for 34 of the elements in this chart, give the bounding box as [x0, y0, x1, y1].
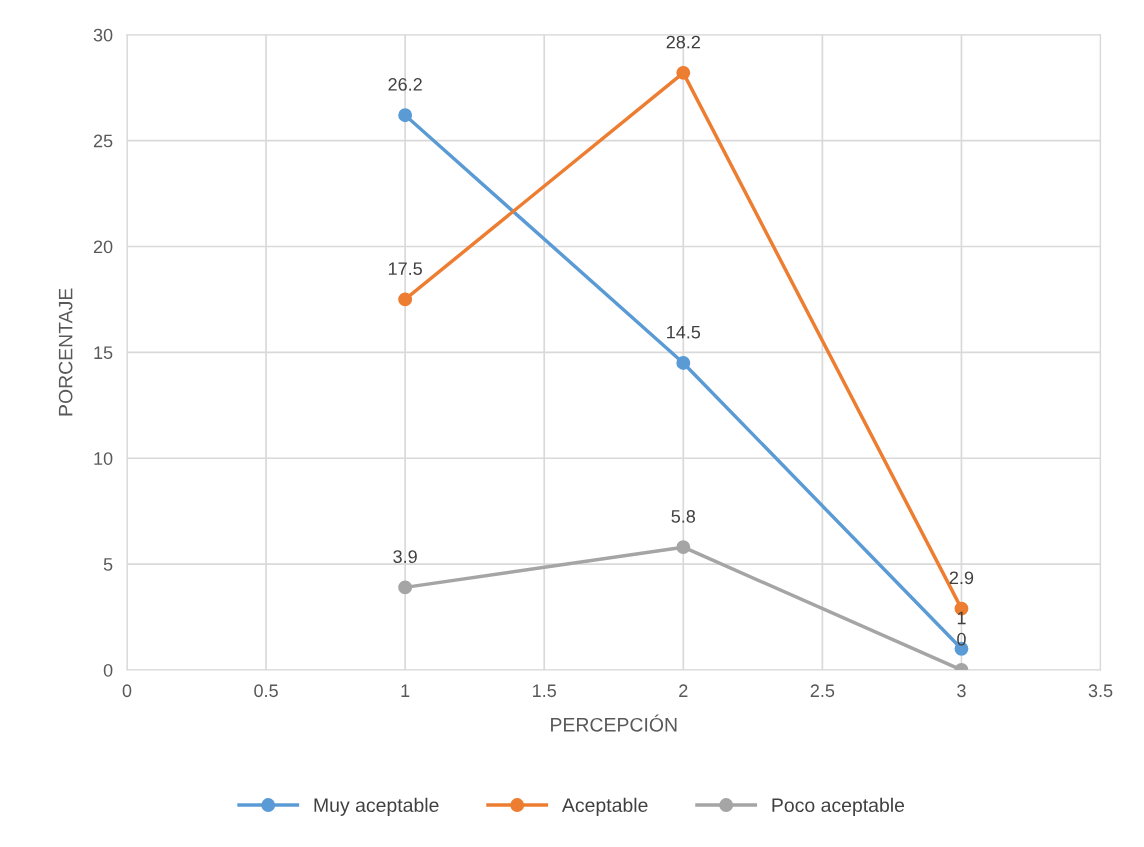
- y-tick-label: 30: [93, 28, 113, 42]
- legend-label: Muy aceptable: [314, 797, 439, 816]
- legend-label: Poco aceptable: [772, 797, 905, 816]
- x-tick-label: 1.5: [533, 684, 557, 698]
- x-tick-label: 2: [679, 684, 688, 697]
- point: [676, 65, 691, 80]
- point: [398, 292, 413, 307]
- x-tick-label: 3: [957, 684, 966, 698]
- y-tick-label: 25: [93, 134, 113, 148]
- y-tick-label: 5: [103, 558, 113, 571]
- data-label: 1: [957, 611, 966, 625]
- x-tick-label: 0.5: [254, 684, 278, 698]
- y-tick-label: 20: [93, 240, 113, 254]
- y-axis-title: PORCENTAJE: [58, 288, 73, 416]
- data-label: 5.8: [671, 509, 696, 523]
- x-tick-label: 3.5: [1088, 684, 1113, 698]
- x-tick-label: 1: [401, 684, 410, 697]
- point: [676, 355, 691, 370]
- data-label: 17.5: [388, 262, 422, 276]
- point: [398, 580, 413, 595]
- data-label: 14.5: [667, 325, 701, 339]
- y-tick-label: 15: [94, 346, 113, 360]
- legend-label: Aceptable: [561, 797, 648, 816]
- point: [676, 540, 691, 555]
- x-tick-label: 0: [122, 684, 132, 698]
- data-label: 28.2: [666, 35, 700, 49]
- y-tick-label: 0: [103, 663, 113, 677]
- data-label: 26.2: [388, 78, 422, 91]
- data-label: 3.9: [393, 550, 417, 563]
- data-label: 2.9: [949, 571, 974, 585]
- x-tick-label: 2.5: [810, 684, 835, 698]
- point: [398, 108, 413, 123]
- y-tick-label: 10: [94, 452, 113, 465]
- x-axis-title: PERCEPCIÓN: [551, 714, 677, 732]
